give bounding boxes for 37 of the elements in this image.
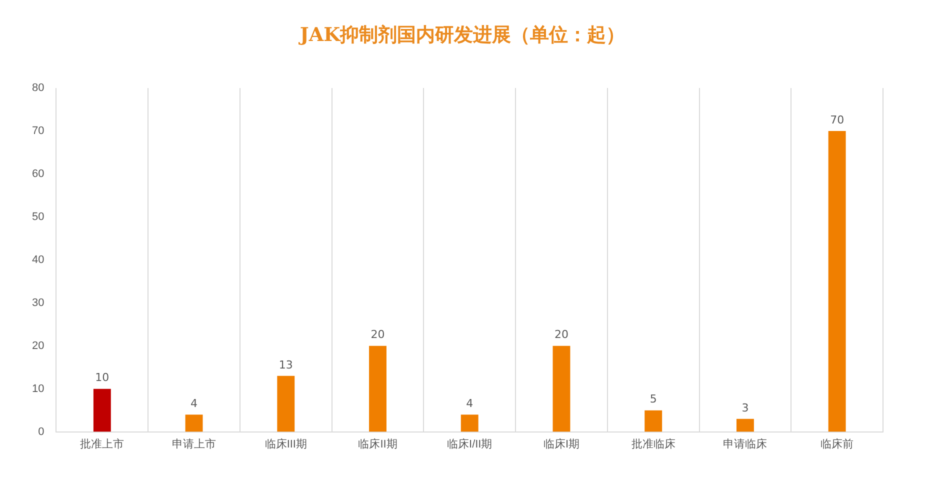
data-label: 4 — [466, 396, 474, 410]
y-tick-label: 20 — [32, 340, 44, 352]
x-tick-label: 临床前 — [820, 437, 854, 450]
bar — [736, 418, 754, 432]
bar — [460, 414, 478, 432]
y-tick-label: 0 — [38, 426, 44, 438]
x-tick-label: 临床III期 — [264, 437, 307, 450]
x-tick-label: 临床I期 — [543, 437, 580, 450]
bar — [552, 346, 570, 432]
y-tick-label: 80 — [32, 82, 44, 94]
bar — [93, 388, 111, 432]
y-tick-label: 10 — [32, 382, 44, 395]
x-tick-label: 批准临床 — [631, 437, 676, 450]
bar — [185, 414, 203, 432]
x-tick-label: 临床I/II期 — [447, 437, 492, 450]
x-tick-label: 申请临床 — [723, 437, 768, 450]
x-tick-label: 批准上市 — [80, 437, 124, 450]
x-tick-label: 申请上市 — [172, 437, 216, 450]
y-tick-label: 40 — [32, 254, 44, 266]
data-label: 5 — [650, 392, 657, 406]
data-label: 3 — [742, 401, 749, 414]
bar — [369, 346, 386, 432]
data-label: 10 — [95, 371, 110, 384]
chart-title: JAK抑制剂国内研发进展（单位：起） — [298, 23, 626, 48]
data-label: 13 — [278, 358, 293, 372]
y-tick-label: 60 — [32, 168, 44, 180]
bar — [277, 376, 295, 432]
data-label: 20 — [370, 328, 385, 342]
y-tick-label: 50 — [32, 210, 44, 223]
data-label: 20 — [554, 328, 568, 342]
y-tick-label: 70 — [32, 125, 44, 138]
bar — [828, 130, 846, 432]
bar — [644, 410, 662, 432]
y-tick-label: 30 — [32, 296, 44, 309]
data-label: 70 — [830, 113, 844, 126]
data-label: 4 — [190, 396, 198, 410]
x-tick-label: 临床II期 — [358, 437, 398, 450]
